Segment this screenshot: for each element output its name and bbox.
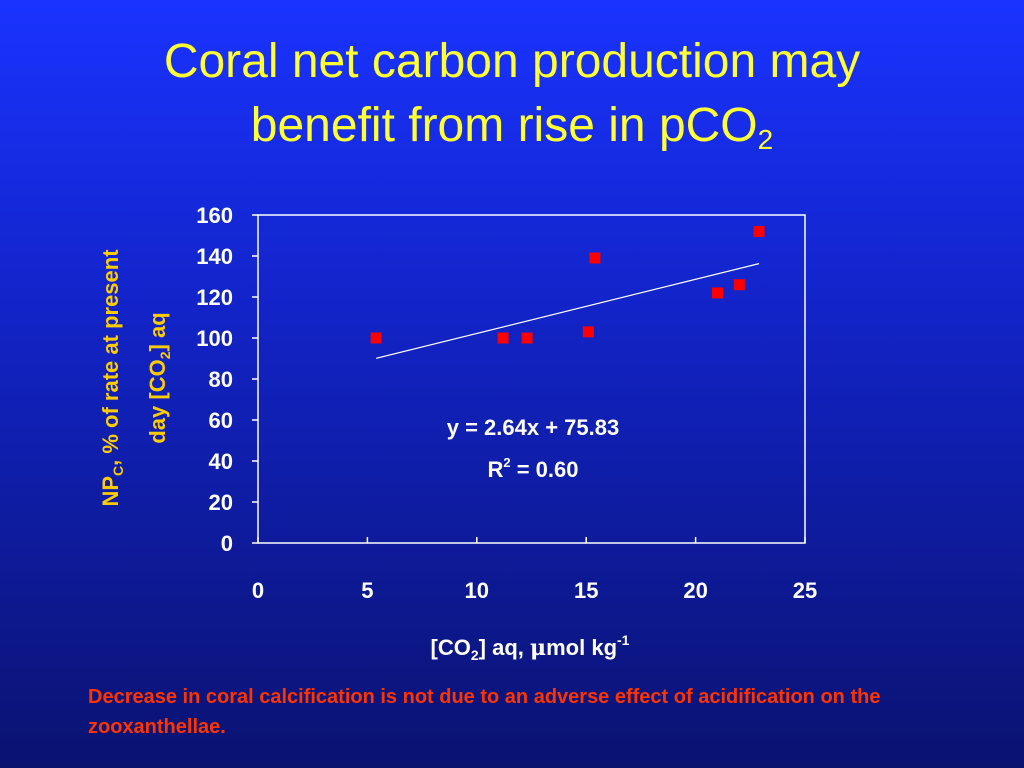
y-tick-label: 100 xyxy=(196,326,233,351)
data-point xyxy=(521,332,533,344)
footnote: Decrease in coral calcification is not d… xyxy=(88,686,881,738)
title-line-2: benefit from rise in pCO2 xyxy=(0,94,1024,158)
x-tick-label: 0 xyxy=(252,578,264,603)
x-tick-marks xyxy=(257,537,806,543)
x-tick-label: 25 xyxy=(793,578,817,603)
r-squared-label: R2 = 0.60 xyxy=(487,455,578,482)
xlabel-post: mol kg xyxy=(546,635,617,660)
title-line-2-subscript: 2 xyxy=(757,124,774,155)
ylabel1-sub: C xyxy=(110,466,126,476)
data-point xyxy=(589,252,601,264)
ylabel1-post: , % of rate at present xyxy=(98,249,123,466)
y-axis-label-line-1: NPC, % of rate at present xyxy=(98,249,126,507)
y-tick-label: 40 xyxy=(209,449,233,474)
xlabel-mid: ] aq, xyxy=(479,635,530,660)
r2-superscript: 2 xyxy=(503,455,510,470)
x-axis-label: [CO2] aq, μmol kg-1 xyxy=(431,632,630,663)
y-tick-labels: 0 20 40 60 80 100 120 140 160 xyxy=(196,203,233,556)
data-points xyxy=(370,225,765,344)
y-tick-label: 140 xyxy=(196,244,233,269)
data-point xyxy=(711,287,723,299)
data-point xyxy=(753,225,765,237)
y-tick-label: 20 xyxy=(209,490,233,515)
x-tick-label: 15 xyxy=(574,578,598,603)
xlabel-mu: μ xyxy=(530,635,546,661)
trendline-equation: y = 2.64x + 75.83 xyxy=(447,415,620,440)
xlabel-sub: 2 xyxy=(471,647,479,663)
slide-title: Coral net carbon production may benefit … xyxy=(0,30,1024,158)
ylabel2-post: ] aq xyxy=(145,312,170,351)
r2-value: = 0.60 xyxy=(511,457,579,482)
x-tick-labels: 0 5 10 15 20 25 xyxy=(252,578,817,603)
y-tick-label: 0 xyxy=(221,531,233,556)
xlabel-pre: [CO xyxy=(431,635,471,660)
y-tick-label: 160 xyxy=(196,203,233,228)
ylabel2-pre: day [CO xyxy=(145,359,170,443)
y-tick-marks xyxy=(252,214,258,544)
y-axis-label-line-2: day [CO2] aq xyxy=(145,312,173,443)
title-line-2-main: benefit from rise in pCO xyxy=(250,99,758,152)
y-axis-label-line-1-group: NPC, % of rate at present xyxy=(98,249,126,507)
r2-letter: R xyxy=(487,457,503,482)
data-point xyxy=(733,279,745,291)
x-tick-label: 5 xyxy=(361,578,373,603)
y-axis-label-line-2-group: day [CO2] aq xyxy=(145,312,173,443)
x-tick-label: 20 xyxy=(683,578,707,603)
y-tick-label: 80 xyxy=(209,367,233,392)
data-point xyxy=(497,332,509,344)
title-line-1: Coral net carbon production may xyxy=(163,35,861,88)
trendline xyxy=(376,263,760,359)
ylabel1-pre: NP xyxy=(98,476,123,507)
x-tick-label: 10 xyxy=(465,578,489,603)
ylabel2-sub: 2 xyxy=(157,351,173,359)
y-tick-label: 120 xyxy=(196,285,233,310)
plot-area-frame xyxy=(257,214,806,544)
y-tick-label: 60 xyxy=(209,408,233,433)
data-point xyxy=(582,326,594,338)
xlabel-sup: -1 xyxy=(617,632,630,648)
data-point xyxy=(370,332,382,344)
